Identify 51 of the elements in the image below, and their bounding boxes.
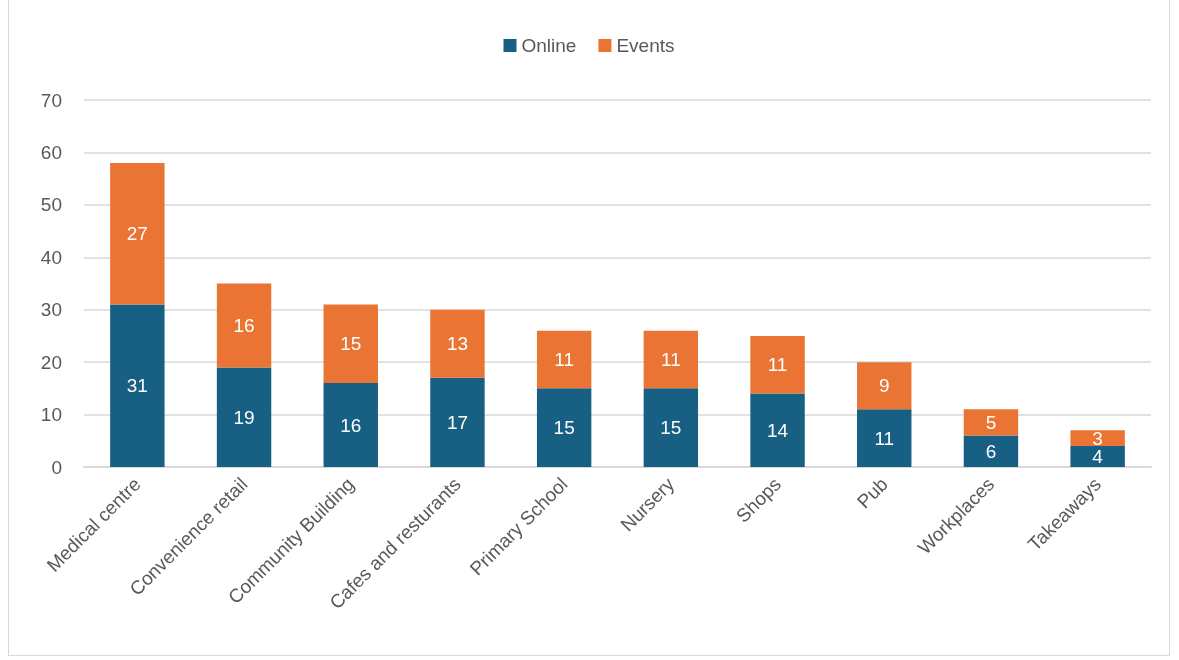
data-label: 3 bbox=[1092, 427, 1103, 449]
data-label: 31 bbox=[126, 375, 148, 397]
data-label: 11 bbox=[767, 354, 788, 376]
legend-label: Online bbox=[521, 35, 577, 56]
bar bbox=[110, 304, 165, 467]
data-label: 15 bbox=[340, 333, 362, 355]
bar bbox=[1070, 446, 1125, 467]
data-label: 19 bbox=[233, 406, 255, 428]
data-label: 16 bbox=[233, 314, 255, 336]
y-tick-label: 30 bbox=[40, 299, 62, 321]
data-label: 16 bbox=[340, 414, 362, 436]
bar bbox=[963, 409, 1019, 436]
y-tick-label: 20 bbox=[40, 351, 62, 373]
data-label: 11 bbox=[554, 349, 575, 371]
data-label: 27 bbox=[126, 223, 148, 245]
bar bbox=[857, 409, 912, 467]
data-label: 17 bbox=[446, 411, 469, 433]
data-label: 15 bbox=[660, 417, 682, 439]
bar bbox=[643, 388, 699, 467]
x-tick-label: Pub bbox=[852, 473, 892, 513]
y-tick-label: 10 bbox=[40, 404, 62, 426]
data-label: 5 bbox=[985, 411, 997, 433]
bar bbox=[323, 383, 378, 467]
legend-label: Events bbox=[616, 35, 675, 56]
bar bbox=[643, 330, 699, 389]
data-label: 9 bbox=[878, 375, 890, 397]
bar bbox=[536, 388, 592, 467]
y-tick-label: 40 bbox=[40, 246, 62, 268]
data-label: 15 bbox=[553, 417, 575, 439]
bar bbox=[216, 367, 272, 467]
bar bbox=[430, 377, 485, 467]
bar bbox=[216, 283, 272, 368]
y-tick-label: 60 bbox=[40, 141, 62, 163]
data-label: 11 bbox=[874, 427, 895, 449]
data-label: 6 bbox=[985, 440, 997, 462]
bar bbox=[857, 362, 912, 410]
y-tick-label: 70 bbox=[40, 89, 62, 111]
data-label: 11 bbox=[660, 349, 681, 371]
bar bbox=[963, 435, 1019, 467]
bar bbox=[750, 335, 805, 394]
data-label: 4 bbox=[1092, 446, 1104, 468]
y-tick-label: 50 bbox=[40, 194, 62, 216]
bar bbox=[750, 393, 805, 467]
bar bbox=[110, 162, 165, 305]
bar bbox=[323, 304, 378, 384]
bar bbox=[1070, 430, 1125, 447]
data-label: 13 bbox=[446, 333, 469, 355]
bar bbox=[430, 309, 485, 378]
bar bbox=[536, 330, 592, 389]
y-tick-label: 0 bbox=[51, 456, 62, 478]
data-label: 14 bbox=[766, 419, 789, 441]
